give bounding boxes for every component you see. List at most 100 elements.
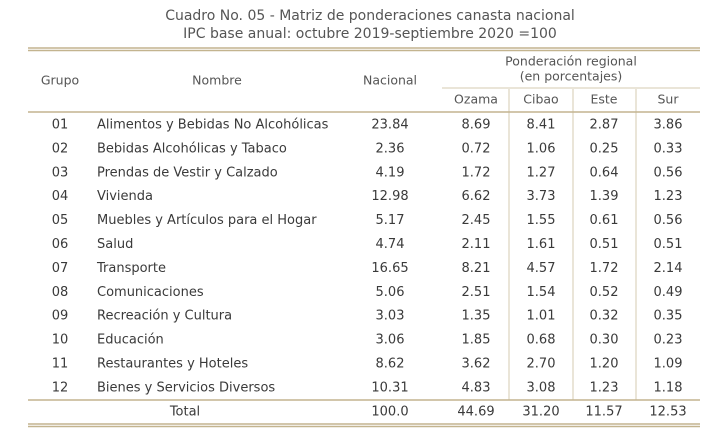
ozama: 6.62	[462, 189, 491, 204]
group-name: Bebidas Alcohólicas y Tabaco	[97, 141, 287, 156]
ozama: 4.83	[462, 380, 491, 395]
cibao: 3.08	[527, 380, 556, 395]
este: 1.72	[590, 261, 619, 276]
total-este: 11.57	[585, 405, 622, 420]
total-label: Total	[169, 405, 200, 420]
total-sur: 12.53	[649, 405, 686, 420]
cibao: 4.57	[527, 261, 556, 276]
este: 1.39	[590, 189, 619, 204]
este: 0.52	[590, 285, 619, 300]
group-code: 07	[52, 261, 69, 276]
group-name: Transporte	[96, 261, 166, 276]
national: 2.36	[376, 141, 405, 156]
header: Nombre	[192, 73, 242, 88]
group-code: 04	[52, 189, 69, 204]
sur: 1.23	[654, 189, 683, 204]
este: 0.61	[590, 213, 619, 228]
national: 12.98	[371, 189, 408, 204]
national: 3.06	[376, 333, 405, 348]
ozama: 0.72	[462, 141, 491, 156]
este: 0.30	[590, 333, 619, 348]
ozama: 1.35	[462, 309, 491, 324]
subtitle: IPC base anual: octubre 2019-septiembre …	[183, 26, 557, 42]
sur: 0.35	[654, 309, 683, 324]
sur: 1.09	[654, 357, 683, 372]
group-code: 02	[52, 141, 69, 156]
sur: 0.56	[654, 213, 683, 228]
este: 0.32	[590, 309, 619, 324]
total-national: 100.0	[371, 405, 408, 420]
ozama: 3.62	[462, 357, 491, 372]
header: Ozama	[454, 92, 498, 107]
national: 5.06	[376, 285, 405, 300]
group-name: Alimentos y Bebidas No Alcohólicas	[97, 118, 329, 133]
group-code: 01	[52, 118, 69, 133]
header: Nacional	[363, 73, 417, 88]
group-code: 06	[52, 237, 69, 252]
group-name: Vivienda	[97, 189, 153, 204]
total-ozama: 44.69	[457, 405, 494, 420]
group-code: 09	[52, 309, 69, 324]
cibao: 1.06	[527, 141, 556, 156]
group-code: 10	[52, 333, 69, 348]
ozama: 2.11	[462, 237, 491, 252]
total-cibao: 31.20	[522, 405, 559, 420]
ozama: 8.69	[462, 118, 491, 133]
group-name: Educación	[97, 333, 164, 348]
cibao: 0.68	[527, 333, 556, 348]
national: 10.31	[371, 380, 408, 395]
cibao: 1.54	[527, 285, 556, 300]
header: Este	[590, 92, 617, 107]
header: Cibao	[523, 92, 558, 107]
title: Cuadro No. 05 - Matriz de ponderaciones …	[165, 8, 575, 24]
ozama: 2.45	[462, 213, 491, 228]
cibao: 8.41	[527, 118, 556, 133]
national: 23.84	[371, 118, 408, 133]
group-name: Salud	[97, 237, 133, 252]
group-name: Recreación y Cultura	[97, 309, 232, 324]
este: 1.20	[590, 357, 619, 372]
national: 4.74	[376, 237, 405, 252]
sur: 0.23	[654, 333, 683, 348]
cibao: 1.55	[527, 213, 556, 228]
sur: 0.51	[654, 237, 683, 252]
sur: 0.56	[654, 165, 683, 180]
ozama: 1.85	[462, 333, 491, 348]
este: 0.25	[590, 141, 619, 156]
national: 8.62	[376, 357, 405, 372]
group-code: 11	[52, 357, 69, 372]
cibao: 3.73	[527, 189, 556, 204]
sur: 0.33	[654, 141, 683, 156]
header: Sur	[658, 92, 680, 107]
cibao: 1.01	[527, 309, 556, 324]
group-code: 05	[52, 213, 69, 228]
cibao: 1.27	[527, 165, 556, 180]
national: 4.19	[376, 165, 405, 180]
group-code: 12	[52, 380, 69, 395]
sur: 3.86	[654, 118, 683, 133]
group-code: 08	[52, 285, 69, 300]
group-name: Restaurantes y Hoteles	[97, 357, 248, 372]
group-name: Comunicaciones	[97, 285, 204, 300]
este: 0.64	[590, 165, 619, 180]
header: Ponderación regional	[505, 54, 637, 69]
este: 1.23	[590, 380, 619, 395]
sur: 2.14	[654, 261, 683, 276]
national: 5.17	[376, 213, 405, 228]
header: (en porcentajes)	[520, 69, 623, 84]
este: 0.51	[590, 237, 619, 252]
ozama: 2.51	[462, 285, 491, 300]
sur: 1.18	[654, 380, 683, 395]
national: 3.03	[376, 309, 405, 324]
group-name: Prendas de Vestir y Calzado	[97, 165, 278, 180]
ozama: 1.72	[462, 165, 491, 180]
group-name: Bienes y Servicios Diversos	[97, 380, 275, 395]
ozama: 8.21	[462, 261, 491, 276]
national: 16.65	[371, 261, 408, 276]
group-code: 03	[52, 165, 69, 180]
cibao: 2.70	[527, 357, 556, 372]
cibao: 1.61	[527, 237, 556, 252]
este: 2.87	[590, 118, 619, 133]
group-name: Muebles y Artículos para el Hogar	[97, 213, 317, 228]
sur: 0.49	[654, 285, 683, 300]
